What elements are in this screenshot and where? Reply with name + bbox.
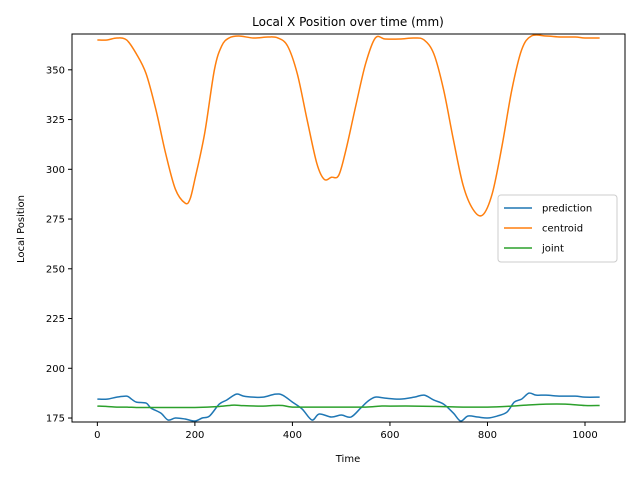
- x-tick-label: 800: [478, 430, 497, 441]
- y-axis: 175 200 225 250 275 300 325 350: [46, 65, 72, 425]
- series-line-prediction: [97, 392, 600, 422]
- plot-area: [97, 34, 600, 422]
- legend-label-joint: joint: [541, 244, 564, 255]
- plot-frame: [71, 33, 626, 423]
- legend-label-centroid: centroid: [542, 224, 583, 235]
- legend-box: [497, 194, 618, 263]
- y-tick-label: 300: [46, 165, 65, 176]
- chart-title: Local X Position over time (mm): [252, 15, 444, 29]
- series-line-joint: [97, 403, 600, 409]
- x-tick-label: 200: [185, 430, 204, 441]
- series-line-centroid: [97, 34, 600, 217]
- y-tick-label: 275: [46, 215, 65, 226]
- y-tick-label: 175: [46, 414, 65, 425]
- legend-label-prediction: prediction: [542, 204, 592, 215]
- legend: prediction centroid joint: [497, 194, 618, 263]
- x-tick-label: 600: [380, 430, 399, 441]
- y-tick-label: 200: [46, 364, 65, 375]
- x-tick-label: 0: [94, 430, 100, 441]
- y-tick-label: 325: [46, 115, 65, 126]
- y-tick-label: 350: [46, 65, 65, 76]
- x-axis-label: Time: [335, 454, 360, 465]
- y-tick-label: 225: [46, 314, 65, 325]
- x-tick-label: 1000: [572, 430, 597, 441]
- x-axis: 0 200 400 600 800 1000: [94, 422, 598, 441]
- y-axis-label: Local Position: [16, 195, 27, 263]
- x-tick-label: 400: [283, 430, 302, 441]
- y-tick-label: 250: [46, 264, 65, 275]
